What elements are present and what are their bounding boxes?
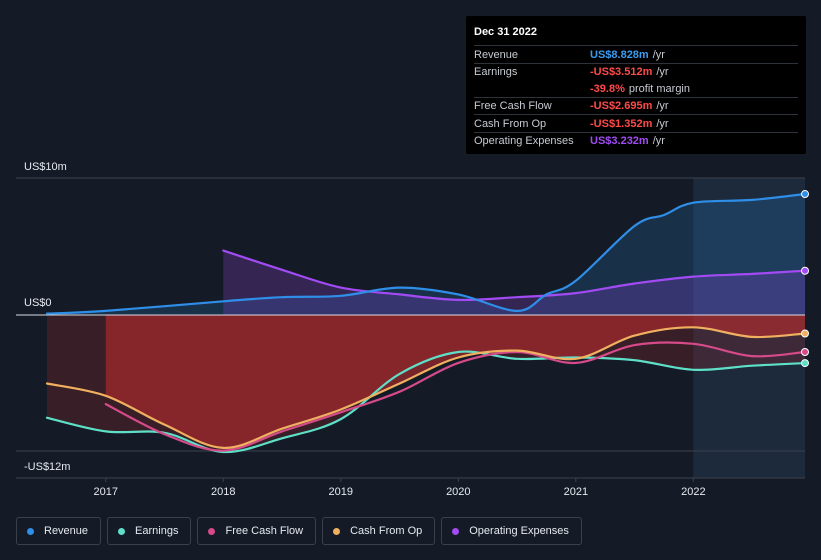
tooltip-unit: profit margin	[628, 82, 690, 95]
cash-from-op-area	[105, 315, 805, 448]
legend-item-operating-expenses[interactable]: Operating Expenses	[441, 517, 582, 545]
tooltip-row: -39.8% profit margin	[474, 80, 798, 97]
cash-from-op-endpoint	[801, 329, 809, 338]
tooltip-value: -US$1.352m	[590, 117, 653, 130]
cash-from-op-line	[45, 326, 807, 450]
y-label-zero: US$0	[24, 297, 52, 309]
tooltip-date: Dec 31 2022	[474, 26, 537, 38]
legend-label: Operating Expenses	[469, 525, 569, 537]
x-tick-label: 2021	[564, 486, 588, 498]
free-cash-flow-line	[104, 341, 807, 452]
tooltip-row: Free Cash Flow -US$2.695m/yr	[474, 96, 798, 115]
legend-dot-icon	[333, 527, 341, 535]
tooltip-label: Revenue	[474, 48, 519, 61]
tooltip-row: Operating Expenses US$3.232m/yr	[474, 131, 798, 150]
x-tick-label: 2022	[681, 486, 705, 498]
tooltip-label: Operating Expenses	[474, 135, 574, 147]
legend-item-free-cash-flow[interactable]: Free Cash Flow	[197, 517, 317, 545]
legend-label: Free Cash Flow	[225, 525, 304, 537]
legend-label: Cash From Op	[350, 525, 423, 537]
legend-item-cash-from-op[interactable]: Cash From Op	[322, 517, 436, 545]
tooltip-label: Earnings	[474, 66, 518, 78]
operating-expenses-area	[223, 250, 806, 315]
revenue-line	[45, 192, 807, 315]
legend-item-earnings[interactable]: Earnings	[107, 517, 192, 545]
tooltip-unit: /yr	[656, 100, 669, 112]
tooltip-value: -US$3.512m	[590, 66, 653, 78]
tooltip-row: Revenue US$8.828m/yr	[474, 45, 798, 63]
revenue-area	[47, 194, 805, 315]
legend-dot-icon	[452, 527, 460, 535]
tooltip-unit: /yr	[656, 66, 669, 78]
y-label-top: US$10m	[24, 161, 67, 173]
operating-expenses-line	[222, 249, 807, 302]
tooltip-unit: /yr	[656, 117, 669, 130]
y-label-bottom: -US$12m	[24, 461, 70, 473]
tooltip-label: Free Cash Flow	[474, 100, 552, 112]
tooltip-value: -39.8%	[590, 82, 625, 95]
legend-dot-icon	[208, 527, 216, 535]
legend-label: Earnings	[135, 525, 179, 537]
earnings-line	[45, 350, 807, 454]
tooltip-row: Cash From Op -US$1.352m/yr	[474, 114, 798, 132]
legend-item-revenue[interactable]: Revenue	[16, 517, 102, 545]
tooltip-row: Earnings -US$3.512m/yr	[474, 62, 798, 81]
tooltip-label: Cash From Op	[474, 117, 547, 130]
legend-dot-icon	[118, 527, 126, 535]
tooltip-unit: /yr	[652, 48, 665, 61]
operating-expenses-endpoint	[801, 266, 809, 275]
tooltip-label	[474, 81, 590, 97]
free-cash-flow-endpoint	[801, 347, 809, 356]
legend-label: Revenue	[44, 525, 89, 537]
x-tick-label: 2017	[94, 486, 118, 498]
x-tick-label: 2020	[446, 486, 470, 498]
tooltip-value: US$3.232m	[590, 135, 649, 147]
tooltip-value: US$8.828m	[590, 48, 649, 61]
tooltip-value: -US$2.695m	[590, 100, 653, 112]
tooltip-unit: /yr	[652, 135, 665, 147]
chart-legend: Revenue Earnings Free Cash Flow Cash From O…	[16, 517, 582, 545]
revenue-endpoint	[801, 190, 809, 199]
x-tick-label: 2018	[211, 486, 235, 498]
earnings-endpoint	[801, 359, 809, 368]
x-tick-label: 2019	[329, 486, 353, 498]
data-tooltip: Dec 31 2022 Revenue US$8.828m/yr Earnings -…	[466, 16, 806, 154]
legend-dot-icon	[27, 527, 34, 535]
